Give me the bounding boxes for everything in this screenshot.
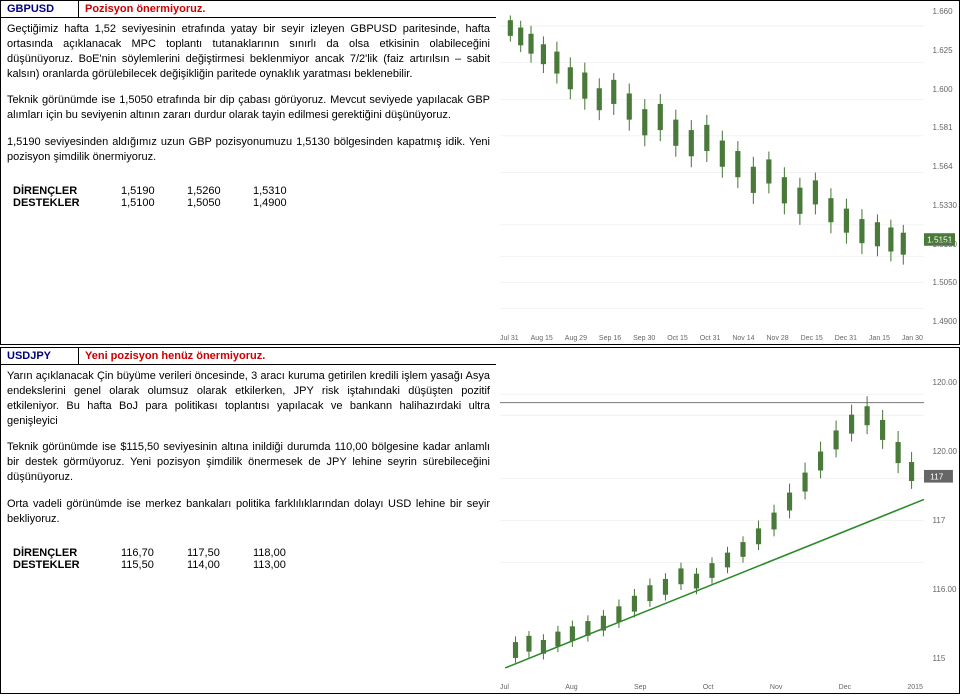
support-val: 115,50 <box>121 559 169 571</box>
chart-y-axis: 1.660 1.625 1.600 1.581 1.564 1.5330 1.5… <box>933 1 957 344</box>
section-usdjpy: USDJPY Yeni pozisyon henüz önermiyoruz. … <box>0 347 960 694</box>
support-val: 114,00 <box>187 559 235 571</box>
support-label: DESTEKLER <box>13 197 103 209</box>
paragraph: 1,5190 seviyesinden aldığımız uzun GBP p… <box>7 135 490 165</box>
status-label: Pozisyon önermiyoruz. <box>79 1 496 17</box>
pair-label: GBPUSD <box>1 1 79 17</box>
pair-label: USDJPY <box>1 348 79 364</box>
support-val: 1,4900 <box>253 197 301 209</box>
section-gbpusd: GBPUSD Pozisyon önermiyoruz. Geçtiğimiz … <box>0 0 960 345</box>
left-column: GBPUSD Pozisyon önermiyoruz. Geçtiğimiz … <box>1 1 496 344</box>
support-label: DESTEKLER <box>13 559 103 571</box>
paragraph: Orta vadeli görünümde ise merkez bankala… <box>7 497 490 527</box>
levels-block: DİRENÇLER 1,5190 1,5260 1,5310 DESTEKLER… <box>1 181 496 219</box>
body-text: Geçtiğimiz hafta 1,52 seviyesinin etrafı… <box>1 18 496 181</box>
chart-gbpusd: 1.5151 <box>500 5 955 340</box>
chart-x-axis: Jul Aug Sep Oct Nov Dec 2015 <box>500 684 923 691</box>
support-val: 1,5050 <box>187 197 235 209</box>
body-text: Yarın açıklanacak Çin büyüme verileri ön… <box>1 365 496 543</box>
resistance-val: 1,5310 <box>253 185 301 197</box>
resistance-row: DİRENÇLER 1,5190 1,5260 1,5310 <box>13 185 490 197</box>
header-row: USDJPY Yeni pozisyon henüz önermiyoruz. <box>1 348 496 365</box>
resistance-val: 118,00 <box>253 547 301 559</box>
resistance-label: DİRENÇLER <box>13 547 103 559</box>
support-row: DESTEKLER 115,50 114,00 113,00 <box>13 559 490 571</box>
status-label: Yeni pozisyon henüz önermiyoruz. <box>79 348 496 364</box>
header-row: GBPUSD Pozisyon önermiyoruz. <box>1 1 496 18</box>
resistance-label: DİRENÇLER <box>13 185 103 197</box>
resistance-val: 1,5190 <box>121 185 169 197</box>
support-row: DESTEKLER 1,5100 1,5050 1,4900 <box>13 197 490 209</box>
resistance-val: 116,70 <box>121 547 169 559</box>
chart-usdjpy: 117 <box>500 352 955 689</box>
resistance-row: DİRENÇLER 116,70 117,50 118,00 <box>13 547 490 559</box>
support-val: 1,5100 <box>121 197 169 209</box>
left-column: USDJPY Yeni pozisyon henüz önermiyoruz. … <box>1 348 496 693</box>
resistance-val: 1,5260 <box>187 185 235 197</box>
chart-y-axis: 120.00 120.00 117 116.00 115 <box>933 348 957 693</box>
paragraph: Teknik görünümde ise 1,5050 etrafında bi… <box>7 93 490 123</box>
paragraph: Teknik görünümde ise $115,50 seviyesinin… <box>7 440 490 485</box>
paragraph: Geçtiğimiz hafta 1,52 seviyesinin etrafı… <box>7 22 490 81</box>
support-val: 113,00 <box>253 559 301 571</box>
paragraph: Yarın açıklanacak Çin büyüme verileri ön… <box>7 369 490 428</box>
chart-x-axis: Jul 31 Aug 15 Aug 29 Sep 16 Sep 30 Oct 1… <box>500 335 923 342</box>
chart-container-usdjpy: 117 120.00 120.00 117 116.00 115 Jul Aug… <box>496 348 959 693</box>
chart-container-gbpusd: 1.5151 1.660 1.625 1.600 1.581 1.564 1.5… <box>496 1 959 344</box>
levels-block: DİRENÇLER 116,70 117,50 118,00 DESTEKLER… <box>1 543 496 581</box>
resistance-val: 117,50 <box>187 547 235 559</box>
